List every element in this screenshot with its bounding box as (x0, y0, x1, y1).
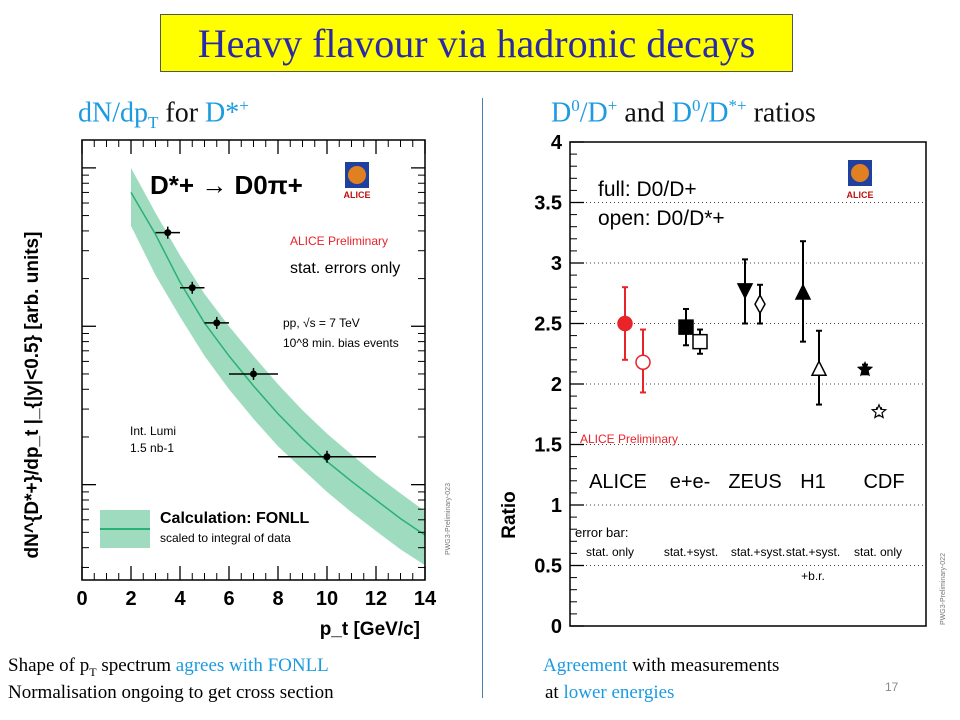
open-ratio-label: open: D0/D*+ (598, 207, 725, 230)
alice-logo-right: ALICE (847, 160, 874, 200)
left-x-axis-label: p_t [GeV/c] (320, 619, 420, 640)
data-point (250, 370, 257, 378)
left-x-tick-label: 10 (316, 588, 338, 610)
slide-title: Heavy flavour via hadronic decays (197, 20, 756, 66)
right-y-ticks: 0 0.5 1 1.5 2 2.5 3 3.5 4 (534, 132, 584, 638)
right-y-tick-label: 0 (551, 616, 562, 638)
right-y-tick-label: 0.5 (534, 556, 562, 578)
left-x-tick-label: 12 (365, 588, 387, 610)
experiment-label: e+e- (670, 471, 711, 493)
right-y-tick-label: 1.5 (534, 435, 562, 457)
left-heading: dN/dpT for D*+ (78, 96, 249, 132)
data-point (188, 284, 196, 292)
ratio-marker-circle (617, 315, 633, 332)
right-caption-line2: at lower energies (545, 682, 675, 703)
error-type-label: stat. only (854, 545, 902, 559)
data-point (164, 229, 172, 237)
left-data-points (155, 226, 376, 463)
data-point (323, 453, 331, 461)
right-y-tick-label: 3 (551, 253, 562, 275)
right-heading: D0/D+ and D0/D*+ ratios (551, 96, 816, 129)
ratio-marker-triangle-up (794, 283, 812, 300)
left-tag: PWG3-Preliminary-023 (445, 483, 452, 555)
error-type-label: stat.+syst. (786, 545, 840, 559)
column-divider (482, 98, 483, 698)
left-x-tick-label: 8 (272, 588, 283, 610)
decay-label: D*+ → D0π+ (150, 170, 303, 200)
energy-label: pp, √s = 7 TeV (283, 316, 360, 330)
ratio-marker-circle (635, 354, 651, 370)
experiment-label: ALICE (589, 471, 647, 493)
error-bar-title: error bar: (575, 525, 628, 540)
ratio-marker-star (856, 360, 874, 377)
error-type-label: stat. only (586, 545, 634, 559)
lumi-label-2: 1.5 nb-1 (130, 441, 174, 455)
error-type-label: stat.+syst. (731, 545, 785, 559)
error-type-label: stat.+syst. (664, 545, 718, 559)
legend-fonll-sublabel: scaled to integral of data (160, 531, 291, 545)
left-caption-line1: Shape of pT spectrum agrees with FONLL (8, 655, 329, 679)
legend-fonll-label: Calculation: FONLL (160, 510, 310, 527)
left-caption-line2: Normalisation ongoing to get cross secti… (8, 682, 334, 703)
alice-preliminary-label: ALICE Preliminary (580, 432, 678, 446)
right-caption-line1: Agreement with measurements (543, 655, 780, 676)
right-y-tick-label: 2 (551, 374, 562, 396)
data-point (213, 319, 221, 327)
left-x-tick-label: 0 (76, 588, 87, 610)
left-chart: 0 2 4 6 8 10 12 14 p_t [GeV/c] dN^{D*+}/dp_t |_… (22, 139, 452, 640)
ratio-marker-square (678, 319, 694, 335)
fonll-band-group (130, 167, 426, 566)
experiment-label: H1 (800, 471, 826, 493)
right-y-tick-label: 3.5 (534, 193, 562, 215)
right-y-tick-label: 4 (551, 132, 563, 154)
error-type-label: +b.r. (801, 569, 825, 583)
right-tag: PWG3-Preliminary-022 (940, 553, 947, 625)
left-y-axis-label: dN^{D*+}/dp_t |_{|y|<0.5} [arb. units] (22, 232, 43, 559)
lumi-label-1: Int. Lumi (130, 424, 176, 438)
right-y-tick-label: 1 (551, 495, 562, 517)
ratio-marker-diamond (754, 293, 766, 315)
fonll-legend: Calculation: FONLL scaled to integral of… (100, 510, 310, 548)
events-label: 10^8 min. bias events (283, 336, 399, 350)
right-chart: 0 0.5 1 1.5 2 2.5 3 3.5 4 Ratio full: D0/D+ open… (499, 132, 947, 638)
full-ratio-label: full: D0/D+ (598, 178, 697, 201)
slide-number: 17 (885, 680, 899, 694)
ratio-marker-square (692, 333, 708, 350)
fonll-center-line (130, 192, 426, 536)
right-data-points (617, 240, 888, 419)
alice-logo-text: ALICE (847, 190, 874, 200)
ratio-marker-star (870, 403, 888, 419)
stat-errors-label: stat. errors only (290, 260, 400, 277)
ratio-marker-triangle-down (736, 283, 754, 300)
left-x-tick-label: 2 (125, 588, 136, 610)
alice-logo-text: ALICE (344, 190, 371, 200)
ratio-marker-triangle-up (810, 359, 828, 377)
experiment-label: ZEUS (728, 471, 781, 493)
alice-logo-left: ALICE (344, 162, 371, 200)
left-x-tick-label: 6 (223, 588, 234, 610)
fonll-band (131, 167, 425, 566)
alice-preliminary-label: ALICE Preliminary (290, 234, 388, 248)
left-x-tick-label: 4 (174, 588, 186, 610)
left-x-ticks: 0 2 4 6 8 10 12 14 (76, 140, 437, 610)
left-x-tick-label: 14 (414, 588, 437, 610)
right-grid (570, 202, 926, 566)
experiment-label: CDF (863, 471, 904, 493)
right-y-axis-label: Ratio (499, 491, 520, 539)
right-y-tick-label: 2.5 (534, 314, 562, 336)
title-box: Heavy flavour via hadronic decays (160, 14, 793, 72)
experiment-labels: ALICE stat. only e+e-stat.+syst. ZEUS stat.+… (586, 471, 905, 583)
